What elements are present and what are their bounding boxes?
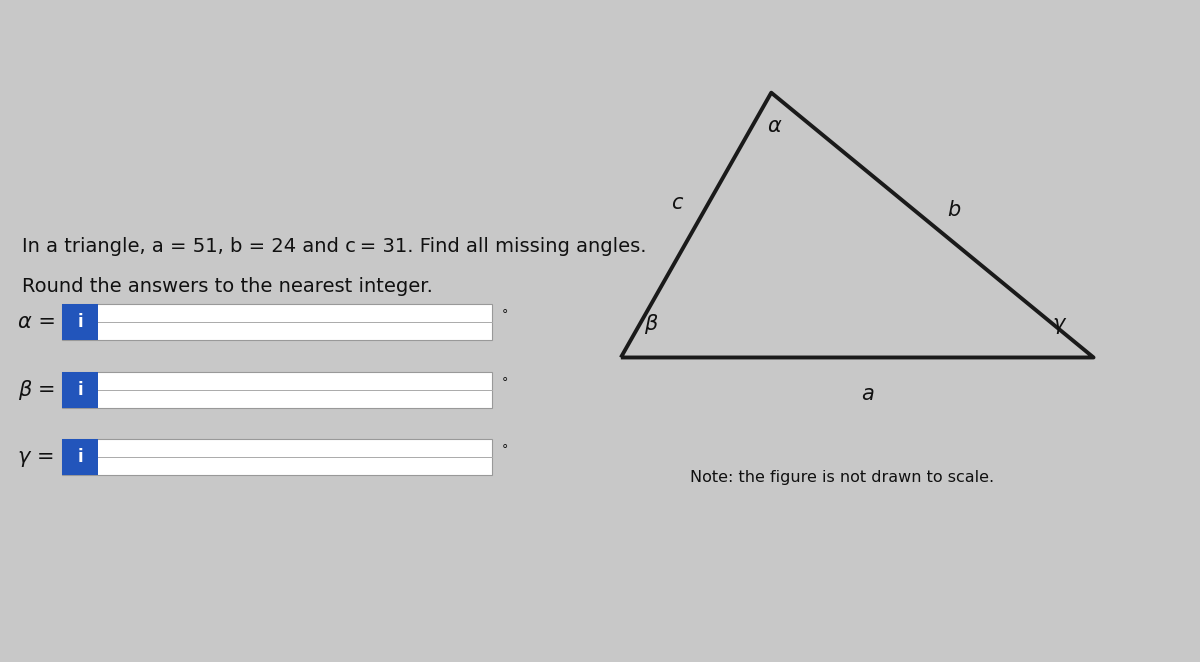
Text: i: i xyxy=(77,313,83,331)
Text: Round the answers to the nearest integer.: Round the answers to the nearest integer… xyxy=(22,277,433,297)
Text: °: ° xyxy=(502,308,509,322)
FancyBboxPatch shape xyxy=(62,372,98,408)
Text: α: α xyxy=(767,116,781,136)
Text: i: i xyxy=(77,448,83,466)
Text: γ =: γ = xyxy=(18,447,54,467)
Text: b: b xyxy=(947,201,960,220)
FancyBboxPatch shape xyxy=(62,439,492,475)
FancyBboxPatch shape xyxy=(62,372,492,408)
Text: β: β xyxy=(643,314,658,334)
Text: In a triangle, a = 51, b = 24 and c = 31. Find all missing angles.: In a triangle, a = 51, b = 24 and c = 31… xyxy=(22,238,647,256)
FancyBboxPatch shape xyxy=(62,304,98,340)
Text: γ: γ xyxy=(1052,314,1064,334)
Text: β =: β = xyxy=(18,380,55,400)
Text: i: i xyxy=(77,381,83,399)
FancyBboxPatch shape xyxy=(62,439,98,475)
Text: c: c xyxy=(672,193,683,213)
FancyBboxPatch shape xyxy=(62,304,492,340)
Text: α =: α = xyxy=(18,312,56,332)
Text: °: ° xyxy=(502,444,509,457)
Text: °: ° xyxy=(502,377,509,389)
Text: a: a xyxy=(862,384,875,404)
Text: Note: the figure is not drawn to scale.: Note: the figure is not drawn to scale. xyxy=(690,470,995,485)
